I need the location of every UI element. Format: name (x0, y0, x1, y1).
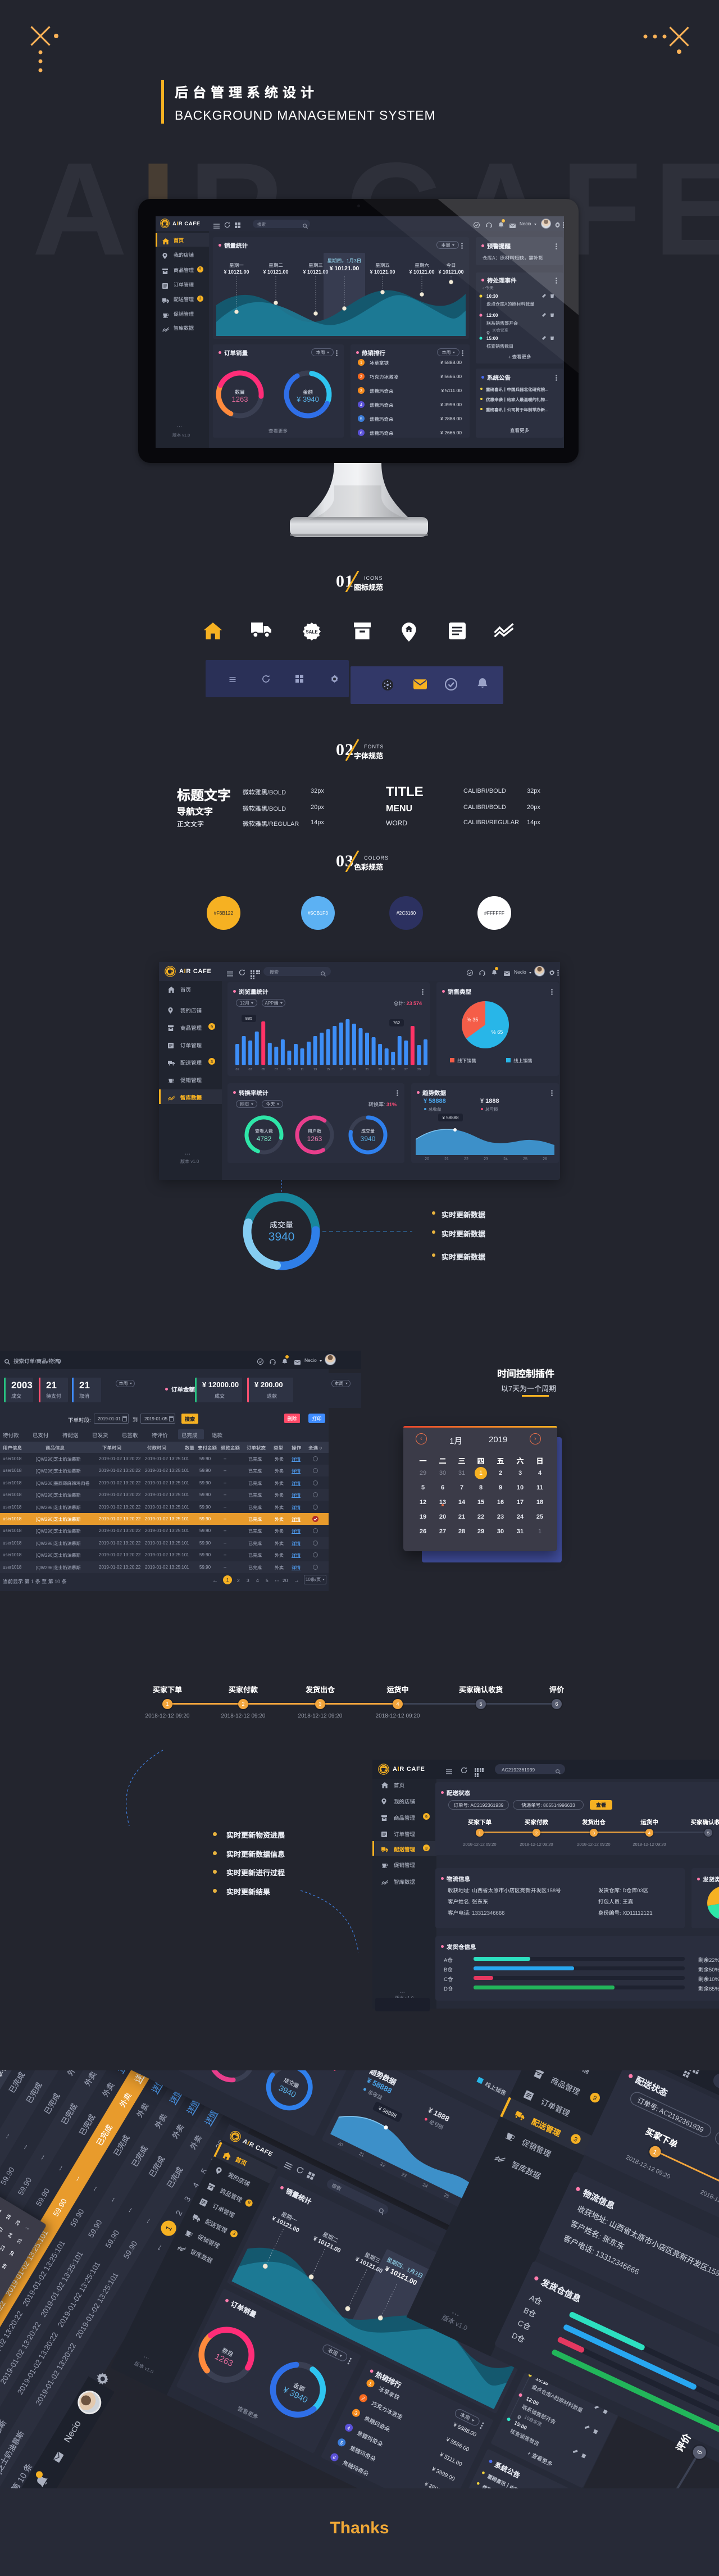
svg-text:07: 07 (275, 1068, 278, 1071)
svg-text:11: 11 (301, 1068, 304, 1071)
svg-text:SALE: SALE (306, 630, 318, 635)
svg-text:21: 21 (365, 1068, 368, 1071)
svg-text:17: 17 (339, 1068, 343, 1071)
svg-text:29: 29 (417, 1068, 421, 1071)
svg-text:09: 09 (288, 1068, 291, 1071)
svg-text:03: 03 (249, 1068, 252, 1071)
svg-text:25: 25 (392, 1068, 395, 1071)
svg-text:27: 27 (404, 1068, 408, 1071)
svg-text:15: 15 (326, 1068, 330, 1071)
svg-text:19: 19 (352, 1068, 356, 1071)
svg-text:13: 13 (313, 1068, 317, 1071)
svg-text:01: 01 (235, 1068, 239, 1071)
svg-text:05: 05 (262, 1068, 265, 1071)
svg-text:23: 23 (379, 1068, 382, 1071)
